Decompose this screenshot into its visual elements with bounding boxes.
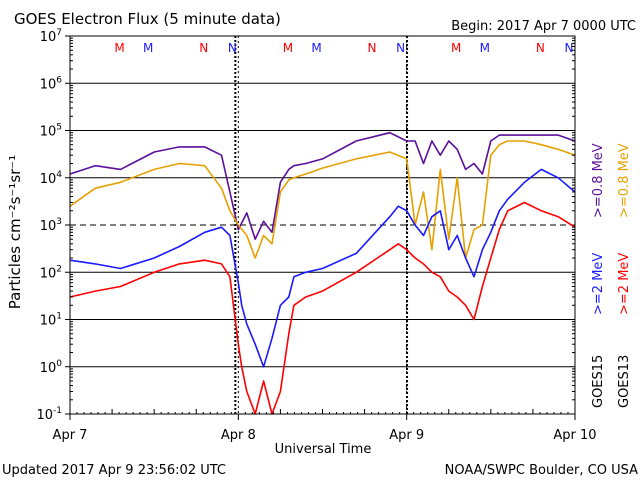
legend-goes13-low: >=2 MeV xyxy=(617,253,632,315)
series-goes15_low xyxy=(69,168,576,368)
legend-goes13-high: >=0.8 MeV xyxy=(617,143,632,218)
x-axis-label: Universal Time xyxy=(275,442,372,457)
y-tick-label: 104 xyxy=(40,170,63,187)
y-tick-label: 100 xyxy=(40,359,63,376)
chart-title: GOES Electron Flux (5 minute data) xyxy=(14,10,281,28)
marker-N: N xyxy=(396,41,405,55)
y-tick-label: 103 xyxy=(40,217,62,234)
series-goes13_low xyxy=(69,201,576,415)
series-layer xyxy=(69,131,576,415)
series-goes15_high xyxy=(69,131,576,240)
y-tick-label: 101 xyxy=(40,312,62,329)
marker-N: N xyxy=(368,41,377,55)
legend-goes13: GOES13 xyxy=(617,355,632,408)
begin-time: Begin: 2017 Apr 7 0000 UTC xyxy=(451,19,636,34)
eclipse-markers xyxy=(234,36,409,414)
x-tick-label: Apr 7 xyxy=(53,428,88,443)
x-tick-label: Apr 8 xyxy=(221,428,256,443)
legend-goes15-high: >=0.8 MeV xyxy=(591,143,606,218)
y-tick-label: 10-1 xyxy=(36,406,62,423)
y-tick-label: 102 xyxy=(40,264,62,281)
marker-M: M xyxy=(283,41,293,55)
updated-time: Updated 2017 Apr 9 23:56:02 UTC xyxy=(2,463,226,478)
marker-M: M xyxy=(480,41,490,55)
y-tick-label: 107 xyxy=(40,28,62,45)
marker-M: M xyxy=(143,41,153,55)
legend: GOES15 GOES13 >=2 MeV >=2 MeV >=0.8 MeV … xyxy=(591,143,632,408)
grid xyxy=(70,36,575,414)
marker-N: N xyxy=(228,41,237,55)
legend-goes15: GOES15 xyxy=(591,355,606,408)
y-axis-label: Particles cm⁻²s⁻¹sr⁻¹ xyxy=(6,155,24,309)
y-tick-label: 105 xyxy=(40,123,62,140)
credit: NOAA/SWPC Boulder, CO USA xyxy=(445,463,638,478)
x-tick-label: Apr 9 xyxy=(389,428,424,443)
y-tick-label: 106 xyxy=(40,75,63,92)
marker-N: N xyxy=(536,41,545,55)
x-tick-label: Apr 10 xyxy=(553,428,596,443)
marker-N: N xyxy=(565,41,574,55)
marker-N: N xyxy=(199,41,208,55)
marker-M: M xyxy=(311,41,321,55)
x-axis: Apr 7 Apr 8 Apr 9 Apr 10 xyxy=(53,409,597,443)
marker-M: M xyxy=(114,41,124,55)
marker-M: M xyxy=(451,41,461,55)
legend-goes15-low: >=2 MeV xyxy=(591,253,606,315)
series-goes13_high xyxy=(69,140,576,259)
